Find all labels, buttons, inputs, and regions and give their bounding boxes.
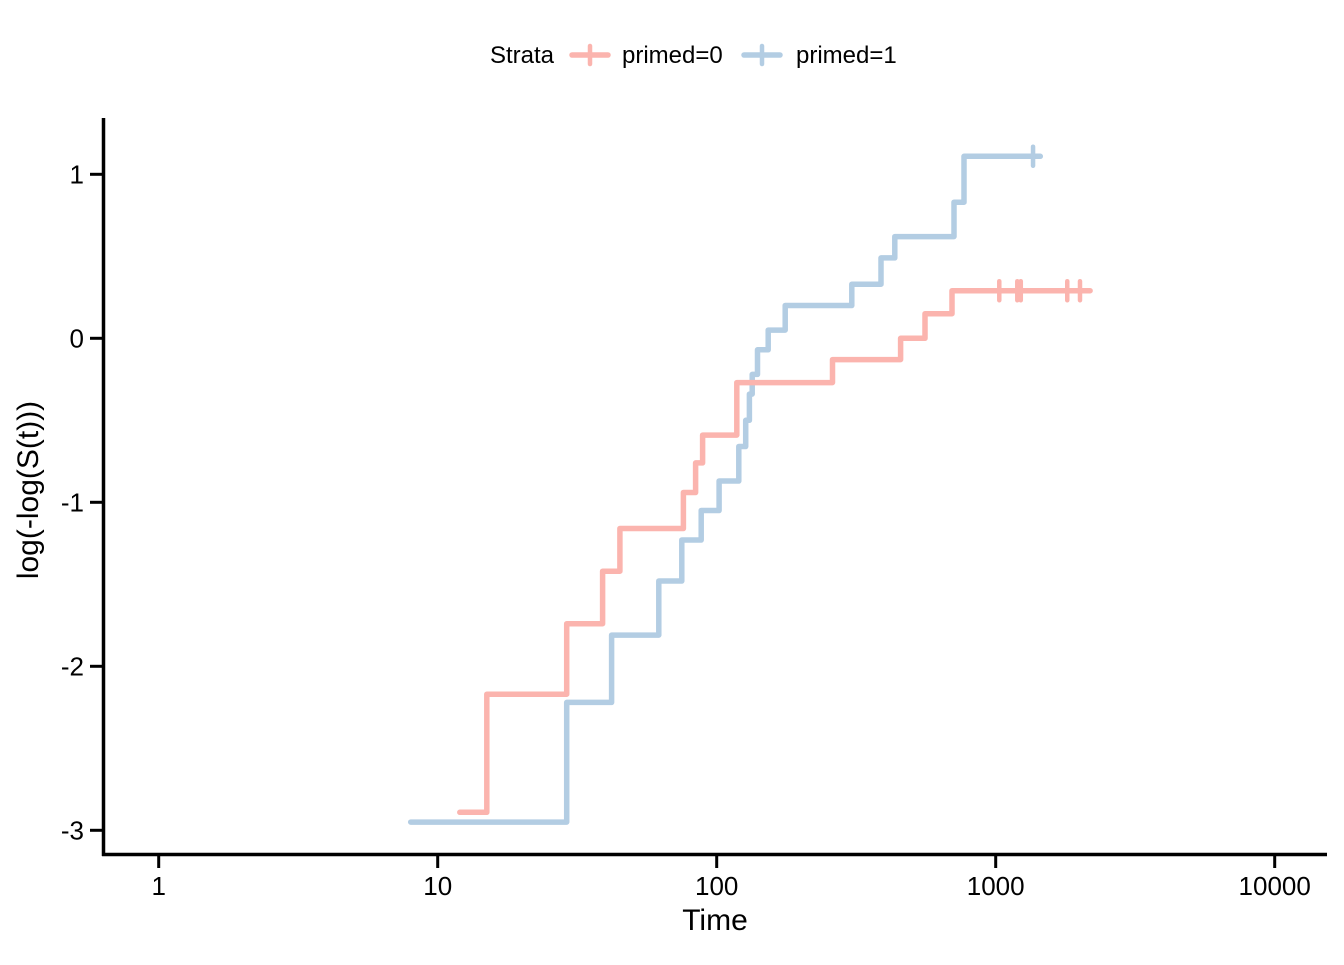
- axes: 1 10 100 1000 10000 10-1-2-3: [61, 118, 1327, 901]
- survival-curve-primed=0: [457, 287, 1093, 816]
- y-tick-label-0: 0: [70, 323, 84, 353]
- x-tick-label-100: 100: [695, 871, 738, 901]
- legend: Strata primed=0 primed=1: [490, 42, 897, 69]
- survival-curves: [407, 144, 1093, 825]
- y-tick-label-1: 1: [70, 159, 84, 189]
- x-tick-label-1: 1: [151, 871, 165, 901]
- legend-title: Strata: [490, 42, 555, 69]
- x-axis-title: Time: [682, 904, 748, 937]
- y-tick-label--3: -3: [61, 815, 84, 845]
- x-tick-label-1000: 1000: [967, 871, 1025, 901]
- legend-label-primed1: primed=1: [796, 42, 897, 69]
- y-axis-title: log(-log(S(t))): [12, 401, 45, 579]
- survival-curve-primed=1: [407, 153, 1044, 825]
- x-tick-label-10: 10: [423, 871, 452, 901]
- y-tick-label--2: -2: [61, 651, 84, 681]
- y-tick-label--1: -1: [61, 487, 84, 517]
- x-tick-label-10000: 10000: [1239, 871, 1311, 901]
- legend-label-primed0: primed=0: [622, 42, 723, 69]
- x-axis-ticks: 1 10 100 1000 10000: [151, 856, 1311, 901]
- y-axis-ticks: 1 0 -1 -2 -3: [61, 159, 102, 845]
- legend-keys: [569, 43, 783, 67]
